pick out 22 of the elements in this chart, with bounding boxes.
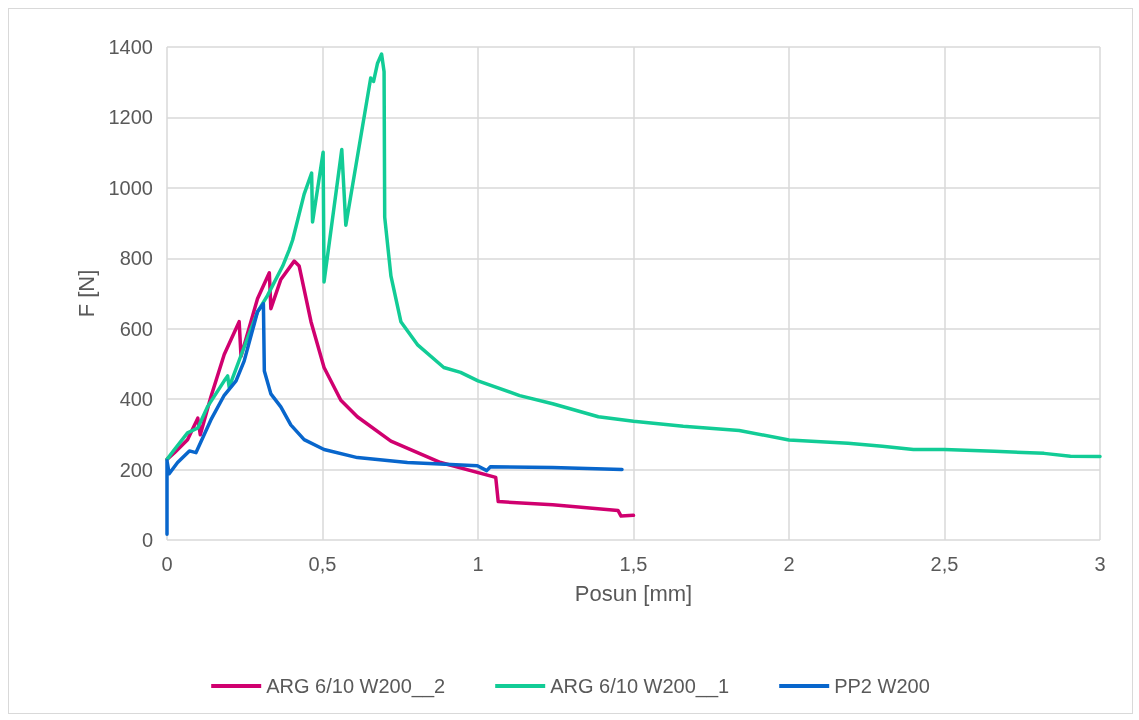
line-series: [165, 301, 624, 537]
legend-label: ARG 6/10 W200__1: [550, 675, 730, 698]
y-tick-label: 1400: [108, 36, 153, 58]
y-axis-title: F [N]: [73, 269, 99, 318]
x-tick-label: 2: [783, 553, 795, 575]
y-tick-label: 800: [119, 247, 153, 270]
y-tick-label: 0: [141, 529, 153, 551]
y-tick-label: 600: [119, 317, 153, 340]
y-tick-label: 400: [119, 388, 153, 411]
x-axis-title: Posun [mm]: [574, 580, 693, 606]
x-tick-label: 1: [472, 553, 484, 575]
y-tick-label: 1200: [108, 106, 153, 129]
x-tick-label: 0: [161, 553, 173, 575]
legend-label: PP2 W200: [834, 675, 930, 697]
line-series: [165, 52, 1102, 462]
y-tick-label: 200: [119, 458, 153, 481]
x-tick-label: 1,5: [619, 553, 648, 575]
x-tick-label: 3: [1094, 553, 1106, 575]
y-tick-label: 1000: [108, 176, 153, 199]
x-tick-label: 2,5: [930, 553, 959, 575]
x-tick-label: 0,5: [308, 553, 337, 575]
legend-label: ARG 6/10 W200__2: [266, 675, 446, 698]
